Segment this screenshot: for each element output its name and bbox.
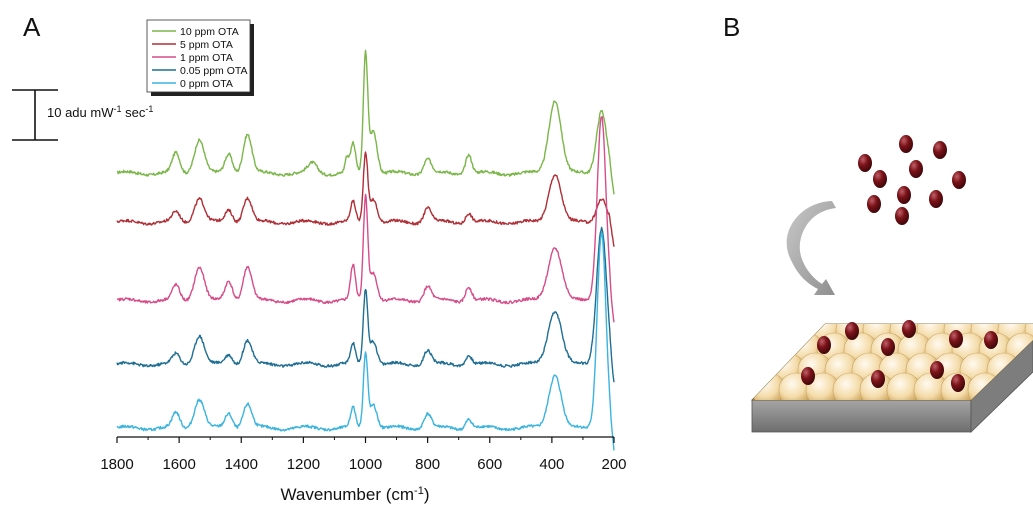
panel-label-b: B bbox=[723, 12, 740, 42]
ota-molecule bbox=[871, 370, 885, 388]
panel-label-a: A bbox=[23, 12, 41, 42]
ota-molecule bbox=[933, 141, 947, 159]
ota-molecule bbox=[949, 330, 963, 348]
spectrum-line bbox=[116, 151, 615, 247]
x-tick-label: 1200 bbox=[287, 456, 320, 473]
slab-front-face bbox=[751, 399, 972, 433]
ota-molecule bbox=[909, 160, 923, 178]
legend-box bbox=[146, 19, 251, 93]
ota-molecule bbox=[930, 361, 944, 379]
nanoparticle bbox=[1024, 324, 1033, 348]
x-tick-label: 800 bbox=[415, 456, 440, 473]
ota-molecule bbox=[801, 367, 815, 385]
ota-molecule bbox=[867, 195, 881, 213]
spectrum-line bbox=[116, 231, 615, 451]
free-molecules bbox=[858, 135, 966, 225]
ota-molecule bbox=[897, 186, 911, 204]
ota-molecule bbox=[858, 154, 872, 172]
scale-bar-label: 10 adu mW-1 sec-1 bbox=[47, 104, 153, 120]
ota-molecule bbox=[984, 331, 998, 349]
scale-bar: 10 adu mW-1 sec-1 bbox=[12, 89, 153, 141]
legend-entry: 0 ppm OTA bbox=[180, 78, 233, 90]
ota-molecule bbox=[881, 338, 895, 356]
legend-entry: 0.05 ppm OTA bbox=[180, 65, 248, 77]
ota-molecule bbox=[899, 135, 913, 153]
x-axis-title: Wavenumber (cm-1) bbox=[281, 485, 430, 504]
ota-molecule bbox=[845, 322, 859, 340]
x-tick-label: 1400 bbox=[225, 456, 258, 473]
legend-entry: 5 ppm OTA bbox=[180, 39, 233, 51]
spectra-plot bbox=[116, 49, 615, 451]
ota-molecule bbox=[817, 336, 831, 354]
ota-molecule bbox=[873, 170, 887, 188]
x-tick-label: 400 bbox=[539, 456, 564, 473]
ota-molecule bbox=[929, 190, 943, 208]
ota-molecule bbox=[895, 207, 909, 225]
x-axis: 1800 1600 1400 1200 1000 800 600 400 200 bbox=[100, 436, 627, 473]
spectrum-line bbox=[116, 226, 615, 383]
x-tick-label: 200 bbox=[601, 456, 626, 473]
ota-molecule bbox=[951, 374, 965, 392]
substrate bbox=[751, 320, 1033, 433]
spectrum-line bbox=[116, 49, 615, 195]
x-tick-label: 1800 bbox=[100, 456, 133, 473]
curved-arrow-icon bbox=[786, 201, 836, 295]
x-tick-label: 1600 bbox=[162, 456, 195, 473]
x-tick-label: 1000 bbox=[349, 456, 382, 473]
ota-molecule bbox=[952, 171, 966, 189]
adsorbed-molecules bbox=[801, 320, 998, 392]
legend-entry: 10 ppm OTA bbox=[180, 26, 239, 38]
x-tick-label: 600 bbox=[477, 456, 502, 473]
spectrum-line bbox=[116, 115, 615, 323]
legend-entry: 1 ppm OTA bbox=[180, 52, 233, 64]
ota-molecule bbox=[902, 320, 916, 338]
